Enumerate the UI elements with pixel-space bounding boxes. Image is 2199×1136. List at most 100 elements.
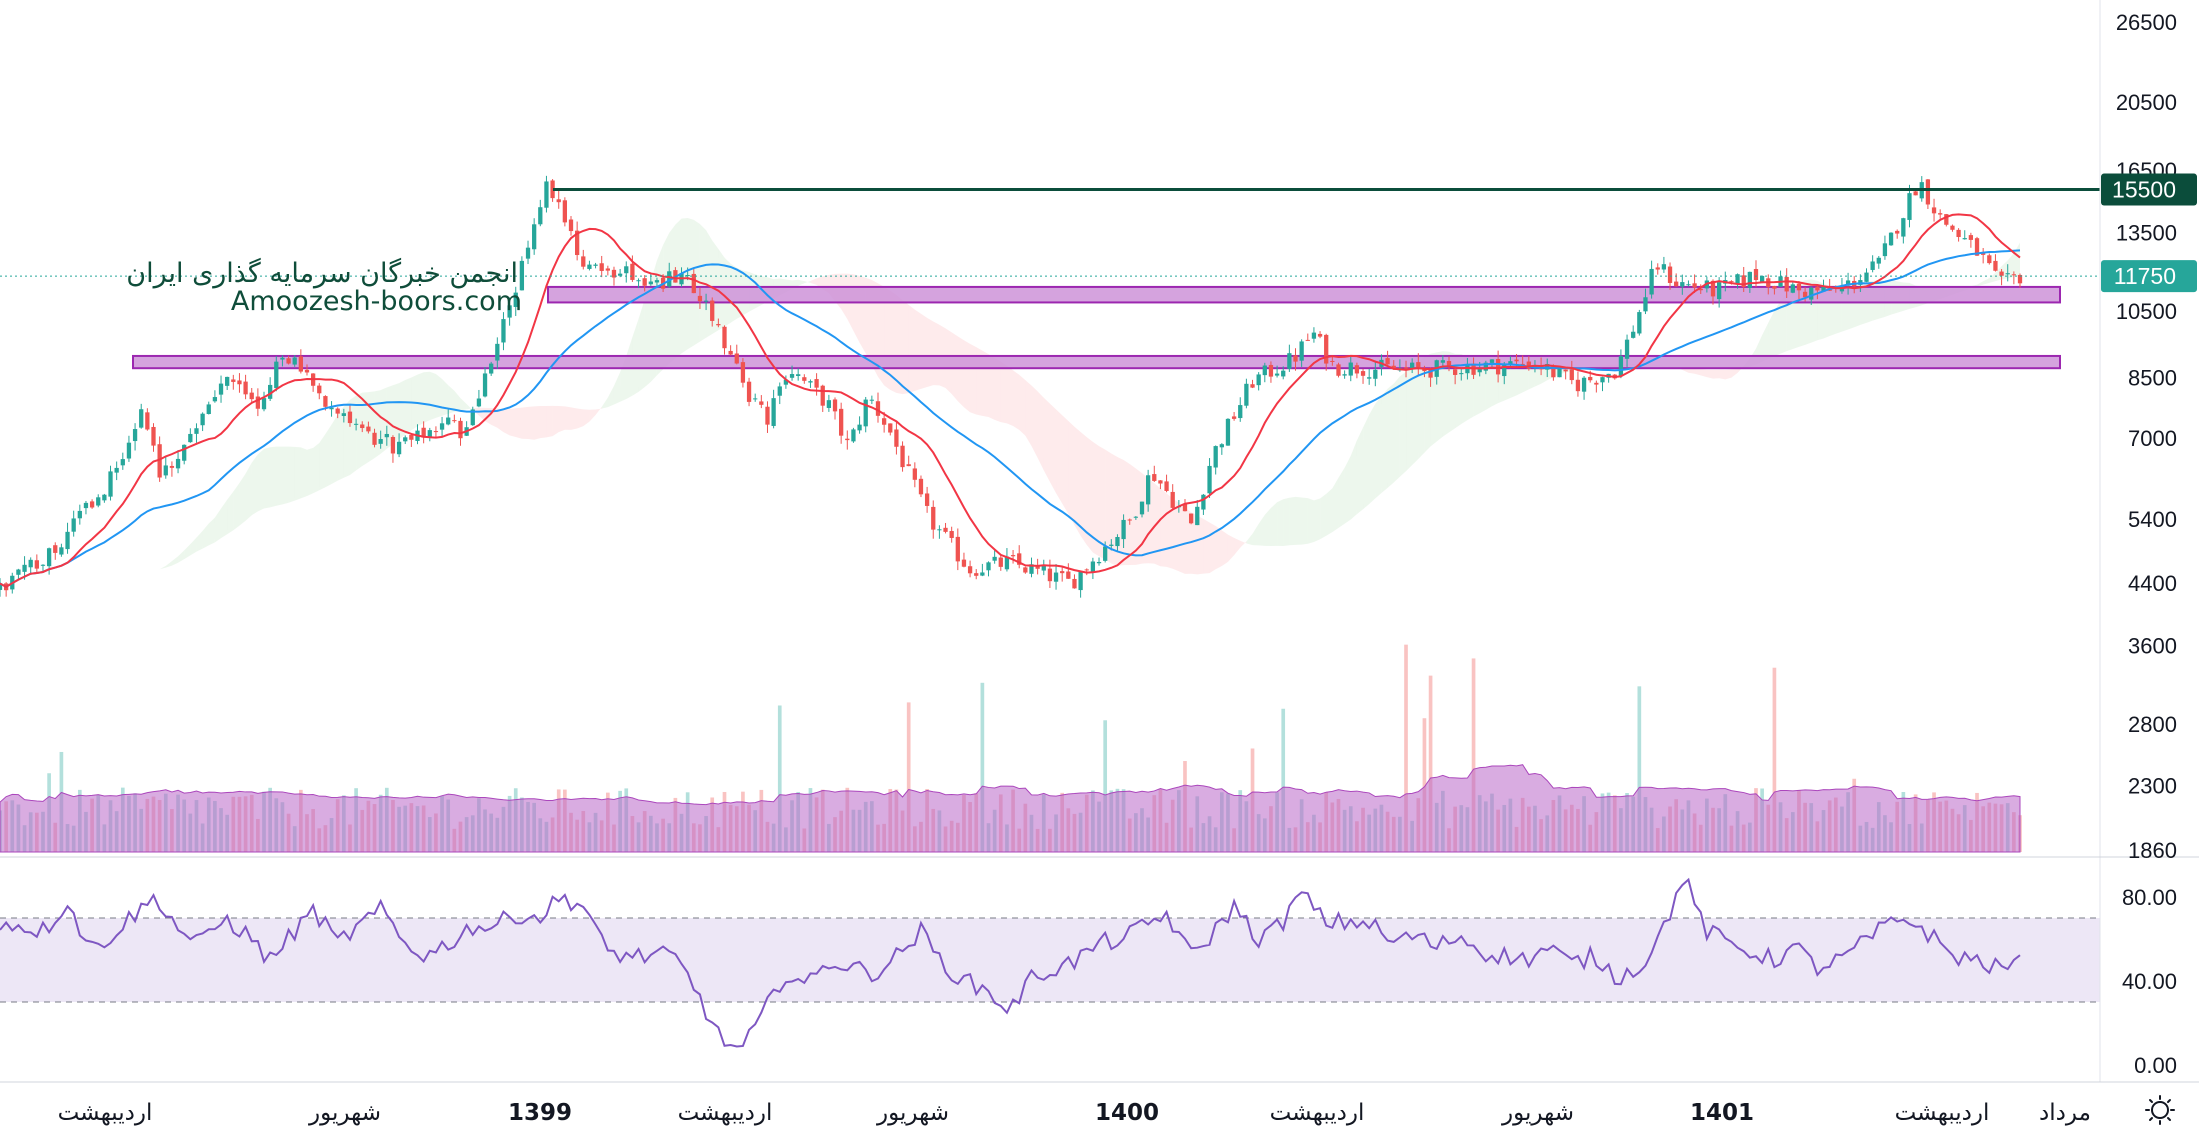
cloud-segment (1246, 533, 1253, 546)
candle-body (1262, 365, 1267, 376)
x-tick-label: 1399 (508, 1100, 572, 1126)
cloud-segment (454, 390, 461, 412)
candle-body (1103, 546, 1108, 561)
cloud-segment (2013, 242, 2020, 277)
cloud-segment (1479, 366, 1486, 414)
candle-body (624, 266, 629, 274)
cloud-segment (417, 372, 424, 427)
cloud-segment (313, 442, 320, 494)
candle-body (581, 256, 586, 267)
cloud-segment (1363, 414, 1370, 510)
candle-body (900, 445, 905, 468)
cloud-segment (1485, 370, 1492, 410)
volume-ma-area (0, 764, 2021, 853)
candle-body (1256, 374, 1261, 386)
candle-body (194, 428, 199, 434)
cloud-segment (392, 383, 400, 444)
candle-body (482, 373, 488, 397)
cloud-segment (515, 407, 522, 439)
candle-body (96, 497, 101, 506)
candle-body (225, 376, 230, 386)
candle-body (329, 407, 334, 410)
level-price-label: 15500 (2112, 177, 2176, 203)
candle-body (1526, 361, 1531, 369)
candle-body (1274, 373, 1280, 376)
candle-body (1981, 253, 1986, 255)
candle-body (1680, 282, 1685, 287)
x-tick-label: شهریور (876, 1100, 949, 1126)
cloud-segment (1160, 488, 1167, 567)
cloud-segment (356, 392, 363, 471)
candle-body (1017, 553, 1022, 565)
candle-body (1987, 255, 1992, 264)
candle-body (1072, 578, 1077, 589)
cloud-segment (1123, 460, 1130, 566)
candle-body (1348, 362, 1353, 376)
candle-body (452, 420, 457, 422)
candle-body (734, 353, 739, 364)
candle-body (274, 361, 279, 389)
candle-body (961, 559, 967, 567)
candle-body (1667, 266, 1673, 283)
cloud-segment (798, 279, 805, 286)
cloud-segment (871, 279, 878, 377)
rsi-tick-label: 0.00 (2134, 1053, 2177, 1078)
last-price-label: 11750 (2114, 263, 2176, 289)
candle-body (1446, 360, 1452, 367)
x-tick-label: اردیبهشت (1895, 1100, 1990, 1126)
candle-body (1465, 364, 1470, 374)
candle-body (489, 363, 494, 374)
candle-body (1631, 331, 1636, 338)
candle-body (89, 501, 95, 508)
candle-body (1219, 444, 1224, 448)
candle-body (1367, 377, 1372, 379)
x-tick-label: مرداد (2039, 1100, 2091, 1126)
cloud-segment (1522, 367, 1529, 393)
candle-body (1864, 272, 1869, 282)
candle-body (1925, 179, 1931, 205)
cloud-segment (1037, 391, 1044, 471)
candle-body (1489, 359, 1495, 363)
cloud-segment (521, 406, 529, 440)
candle-body (1901, 218, 1906, 237)
cloud-segment (1399, 371, 1407, 477)
cloud-segment (1209, 522, 1216, 574)
cloud-segment (429, 371, 436, 421)
candle-body (808, 381, 813, 383)
candle-body (562, 200, 568, 223)
cloud-segment (1277, 499, 1284, 546)
candle-body (1888, 232, 1894, 246)
candle-body (1882, 243, 1888, 257)
candle-body (1066, 571, 1071, 579)
cloud-segment (435, 374, 443, 418)
candle-body (1974, 238, 1980, 256)
candle-body (317, 385, 322, 394)
candle-body (814, 379, 819, 388)
candle-body (65, 531, 70, 550)
cloud-segment (141, 573, 148, 574)
candle-body (789, 374, 795, 378)
cloud-segment (2007, 253, 2014, 279)
candle-body (532, 224, 537, 250)
candle-body (1133, 516, 1139, 518)
cloud-segment (1025, 380, 1032, 447)
candle-body (1078, 571, 1083, 591)
candle-body (1686, 284, 1691, 286)
settings-icon[interactable] (2145, 1095, 2175, 1125)
cloud-segment (577, 408, 584, 429)
candle-body (1588, 376, 1593, 381)
sun-gear-icon[interactable] (2151, 1101, 2169, 1119)
candle-body (114, 467, 119, 473)
candle-body (881, 418, 887, 425)
y-tick-label: 13500 (2116, 221, 2177, 246)
candle-body (145, 412, 150, 430)
cloud-segment (239, 473, 246, 526)
candle-body (568, 219, 574, 232)
candle-body (888, 423, 893, 433)
volume-bar (777, 705, 782, 852)
candle-body (538, 207, 543, 225)
candle-body (1729, 281, 1734, 283)
cloud-segment (1154, 483, 1161, 567)
candle-body (869, 399, 874, 401)
